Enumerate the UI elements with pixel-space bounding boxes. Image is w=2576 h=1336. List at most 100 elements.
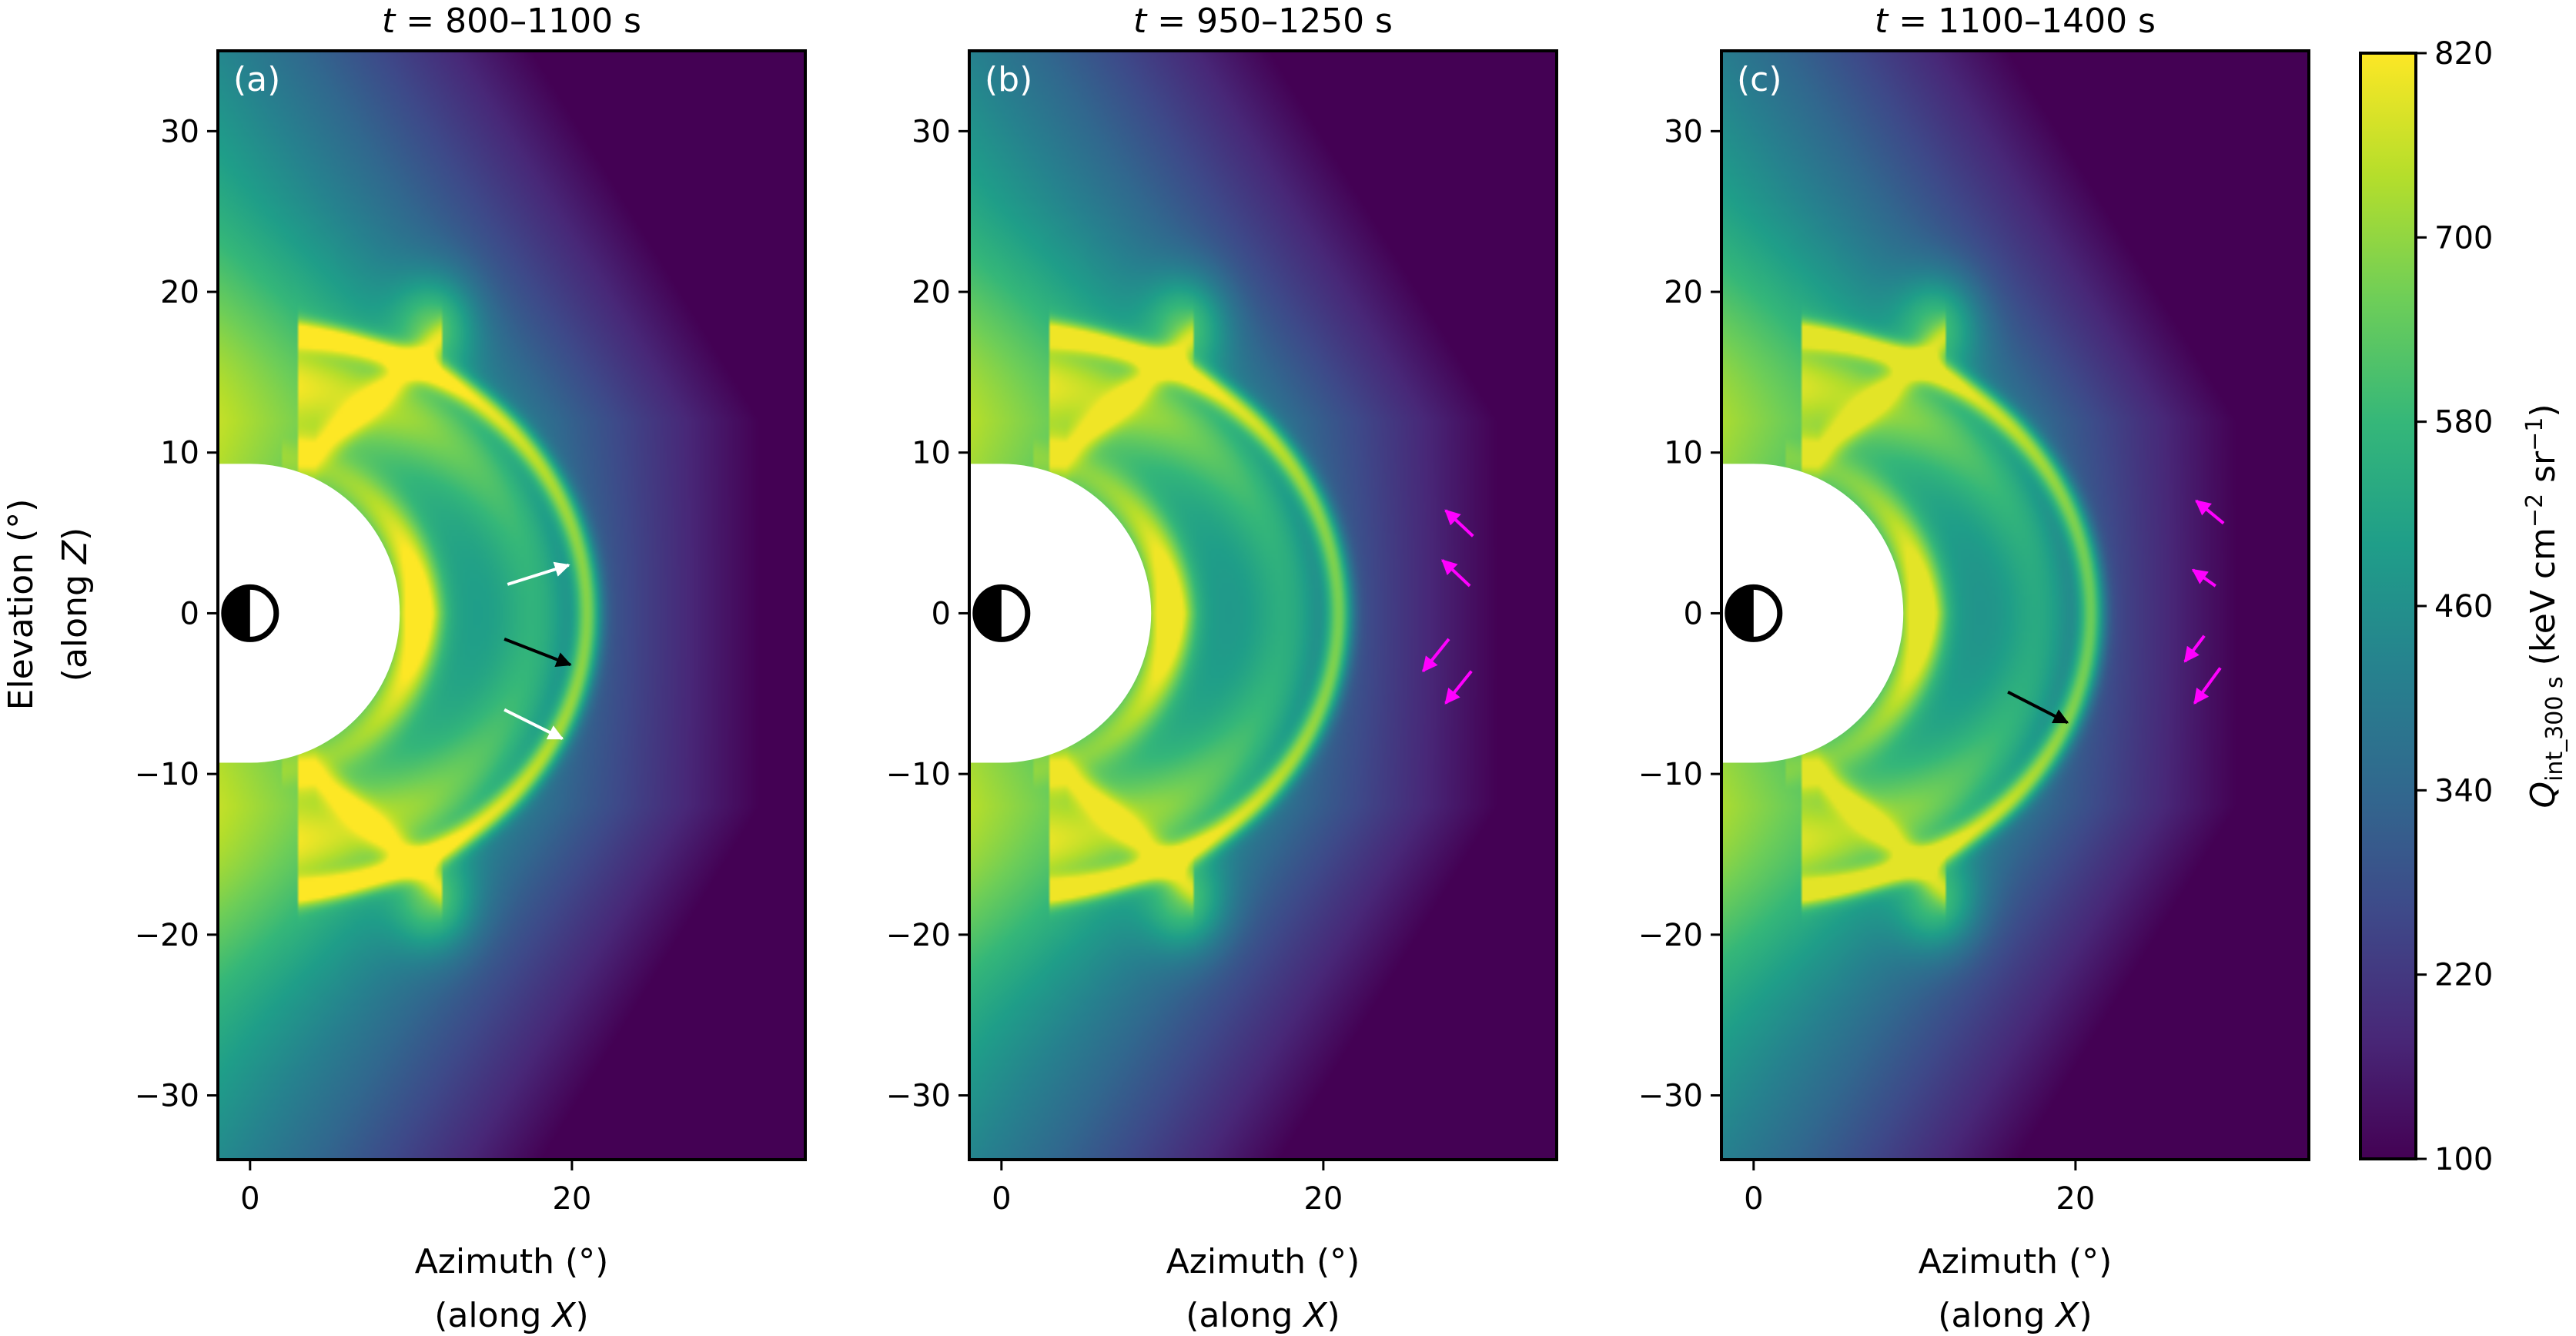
axis-ticks: 0 20 −30 −20 −10 0 10 20 30: [1638, 114, 2096, 1217]
shadow-region: [1721, 464, 1904, 763]
y-tick-label: −10: [135, 757, 199, 792]
colorbar-ticks: 100 220 340 460 580 700 820: [2416, 36, 2493, 1177]
panel-label: (a): [233, 60, 280, 99]
y-axis-label-line2: (along Z): [55, 527, 95, 681]
y-tick-label: 0: [1684, 596, 1703, 631]
colorbar-tick-label: 700: [2434, 220, 2493, 256]
colorbar-label-units: (keV cm: [2524, 527, 2563, 676]
y-axis-label-line1: Elevation (°): [2, 499, 41, 711]
x-tick-label: 0: [1744, 1181, 1763, 1217]
x-axis-label-line2: (along X): [1938, 1296, 2092, 1335]
annotation-arrow: [2193, 667, 2222, 705]
annotation-arrow: [1421, 638, 1450, 673]
colorbar-tick-label: 340: [2434, 773, 2493, 809]
x-tick-label: 20: [1303, 1181, 1343, 1217]
axis-ticks: 0 20 −30 −20 −10 0 10 20 30: [886, 114, 1343, 1217]
panel-overlay: [969, 464, 1474, 763]
colorbar-tick-label: 460: [2434, 589, 2493, 624]
y-tick-label: −30: [886, 1079, 951, 1114]
y-axis-label-var: Z: [55, 540, 95, 564]
panel-title: t = 800–1100 s: [382, 2, 641, 41]
panel-title: t = 1100–1400 s: [1875, 2, 2156, 41]
annotation-arrow: [503, 708, 564, 741]
y-tick-label: 0: [932, 596, 951, 631]
colorbar-label: Qint_300 s (keV cm−2 sr−1): [2521, 403, 2568, 808]
y-tick-label: 30: [1664, 114, 1703, 149]
panel-title-var: t: [1875, 2, 1889, 41]
panel-overlay: [1721, 464, 2225, 763]
shadow-region: [218, 464, 400, 763]
y-tick-label: −30: [1638, 1079, 1703, 1114]
colorbar-label-subscript: int_300 s: [2541, 676, 2568, 782]
y-axis-label: Elevation (°) (along Z): [2, 499, 95, 711]
y-tick-label: 10: [912, 436, 951, 471]
y-tick-label: 20: [912, 275, 951, 310]
annotation-arrow: [1441, 559, 1471, 588]
earth-icon-dark-half: [975, 587, 1002, 640]
earth-icon-dark-half: [223, 587, 250, 640]
colorbar-tick-label: 820: [2434, 36, 2493, 72]
y-tick-label: 10: [1664, 436, 1703, 471]
panel-label: (b): [985, 60, 1032, 99]
panel-title: t = 950–1250 s: [1133, 2, 1393, 41]
plot-frame: [216, 49, 807, 1161]
colorbar-label-units-post: ): [2524, 403, 2563, 417]
x-tick-label: 20: [552, 1181, 591, 1217]
y-tick-label: 10: [160, 436, 199, 471]
x-axis-label-line1: Azimuth (°): [415, 1242, 609, 1281]
annotation-arrow: [503, 637, 572, 668]
y-tick-label: −30: [135, 1079, 199, 1114]
panel-overlay: [218, 464, 572, 763]
colorbar-gradient: [2360, 53, 2416, 1159]
annotation-arrow: [507, 561, 570, 586]
y-tick-label: 20: [1664, 275, 1703, 310]
colorbar-label-exp1: −2: [2521, 494, 2548, 527]
plot-frame: [968, 49, 1558, 1161]
colorbar-tick-label: 580: [2434, 405, 2493, 440]
annotation-arrow: [2191, 568, 2216, 588]
y-tick-label: 30: [912, 114, 951, 149]
y-tick-label: 20: [160, 275, 199, 310]
annotation-arrow: [2183, 635, 2206, 663]
y-tick-label: −10: [886, 757, 951, 792]
annotation-arrow: [2195, 499, 2225, 525]
plot-frame: [1720, 49, 2310, 1161]
panel-c: 0 20 −30 −20 −10 0 10 20 30 (c) t = 1100–1400 s: [1638, 2, 2310, 1217]
panel-label: (c): [1737, 60, 1782, 99]
x-axis-label-line2: (along X): [1186, 1296, 1340, 1335]
x-tick-label: 0: [992, 1181, 1011, 1217]
colorbar: 100 220 340 460 580 700 820 Qint_300 s (keV cm…: [2359, 36, 2568, 1177]
x-axis-label-line1: Azimuth (°): [1919, 1242, 2113, 1281]
colorbar-label-var: Q: [2524, 782, 2563, 809]
y-tick-label: −20: [135, 918, 199, 953]
x-axis-label-line1: Azimuth (°): [1166, 1242, 1360, 1281]
y-tick-label: −10: [1638, 757, 1703, 792]
colorbar-label-exp2: −1: [2521, 417, 2548, 451]
axis-ticks: 0 20 −30 −20 −10 0 10 20 30: [135, 114, 592, 1217]
x-axis-labels: Azimuth (°) (along X) Azimuth (°) (along X)…: [415, 1242, 2113, 1335]
colorbar-tick-label: 220: [2434, 958, 2493, 993]
x-tick-label: 0: [240, 1181, 259, 1217]
y-axis-label-pre: (along: [55, 564, 95, 681]
y-axis-label-post: ): [55, 527, 95, 541]
panel-title-var: t: [1133, 2, 1148, 41]
annotation-arrow: [2007, 690, 2069, 725]
y-tick-label: 30: [160, 114, 199, 149]
shadow-region: [969, 464, 1152, 763]
panel-title-rest: = 800–1100 s: [395, 2, 641, 41]
annotation-arrow: [1444, 509, 1474, 537]
annotation-arrow: [1444, 670, 1473, 705]
panel-title-rest: = 950–1250 s: [1146, 2, 1393, 41]
x-tick-label: 20: [2056, 1181, 2095, 1217]
panel-title-rest: = 1100–1400 s: [1888, 2, 2156, 41]
panel-title-var: t: [382, 2, 396, 41]
y-tick-label: −20: [1638, 918, 1703, 953]
colorbar-label-units-mid: sr: [2524, 450, 2563, 494]
earth-icon-dark-half: [1727, 587, 1754, 640]
y-tick-label: −20: [886, 918, 951, 953]
panel-a: 0 20 −30 −20 −10 0 10 20 30 (a) t = 800–1100 s: [135, 2, 807, 1217]
colorbar-tick-label: 100: [2434, 1142, 2493, 1177]
x-axis-label-line2: (along X): [434, 1296, 588, 1335]
panel-b: 0 20 −30 −20 −10 0 10 20 30 (b) t = 950–1250 s: [886, 2, 1558, 1217]
